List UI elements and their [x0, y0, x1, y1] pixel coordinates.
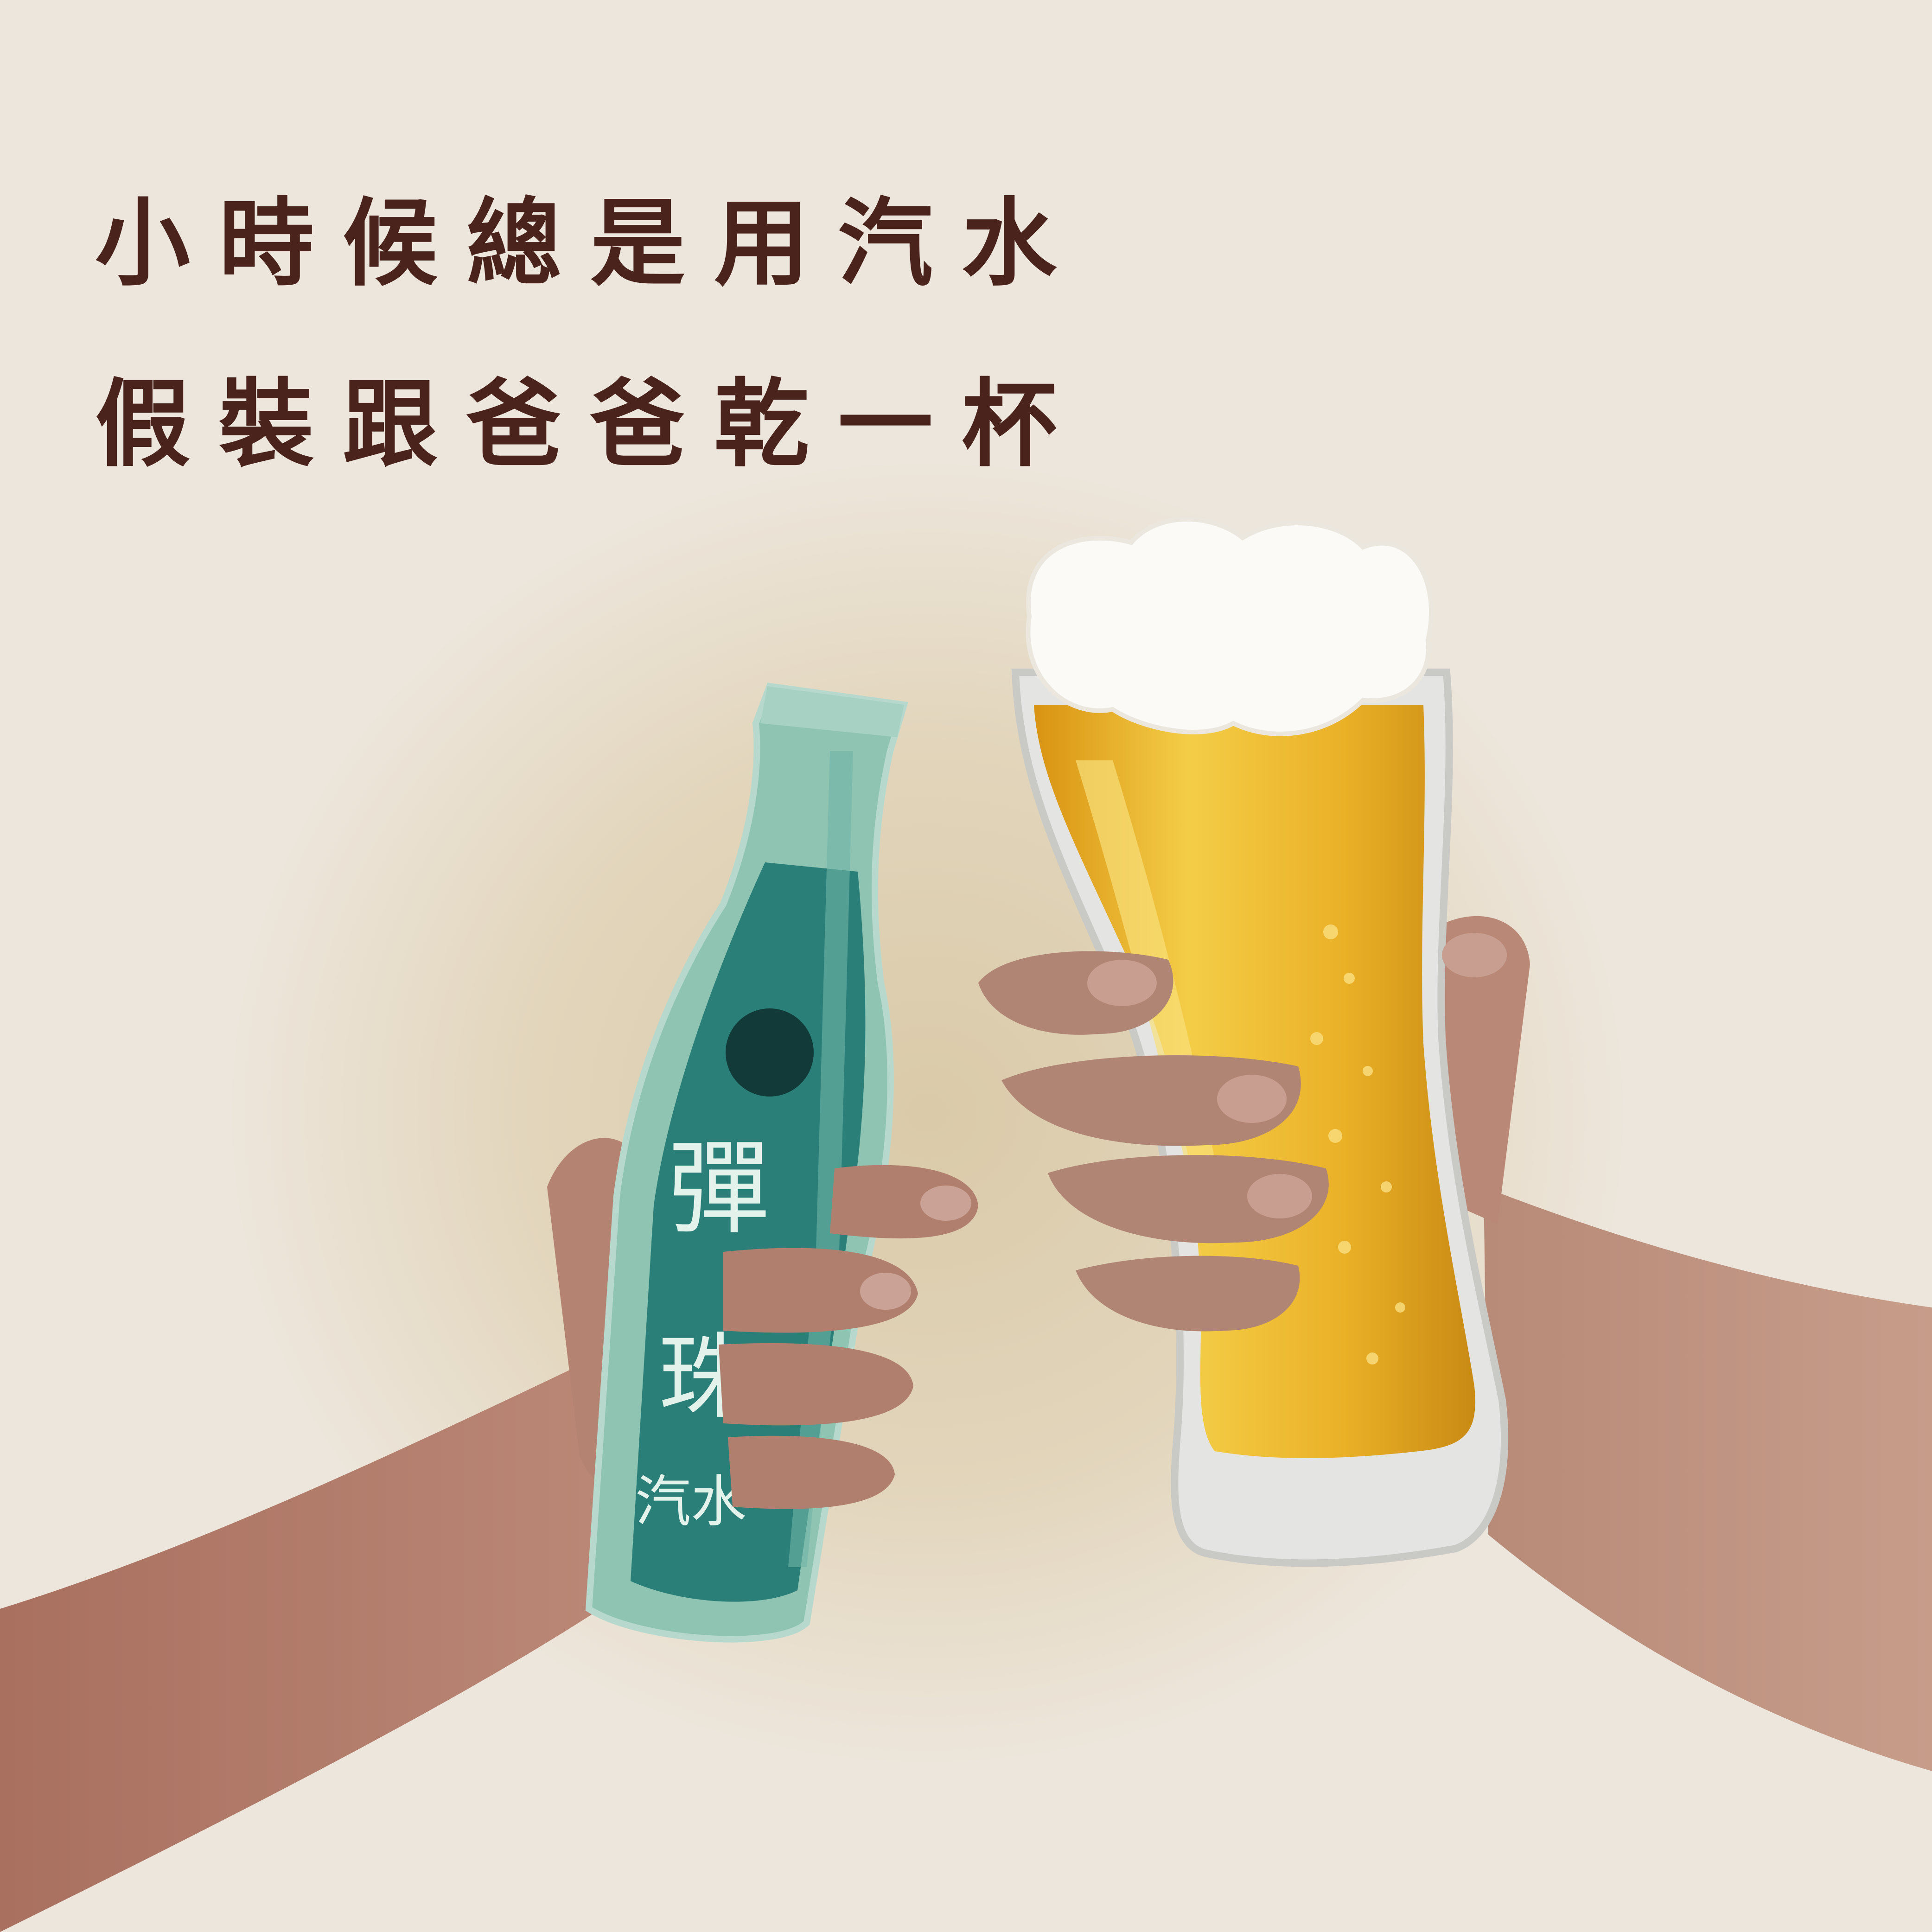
caption-line-2: 假裝跟爸爸乾一杯: [95, 369, 1085, 480]
beer-foam: [1026, 517, 1434, 736]
left-arm: [0, 1363, 635, 1932]
marble-icon: [726, 1008, 814, 1097]
bottle-highlight: [788, 751, 853, 1567]
beer-bubbles: [1284, 925, 1405, 1365]
left-fingernails: [860, 1186, 971, 1310]
caption: 小時候總是用汽水 假裝跟爸爸乾一杯: [95, 153, 1085, 515]
right-fingernails: [1087, 933, 1507, 1218]
beer-glass: [1011, 517, 1509, 1567]
bottle-label-subtitle: 汽水: [635, 1470, 746, 1534]
bottle-cap: [760, 686, 904, 737]
right-arm: [1484, 1187, 1932, 1771]
bottle-label-char-1: 彈: [668, 1129, 770, 1248]
caption-line-1: 小時候總是用汽水: [95, 188, 1085, 299]
right-fingers: [978, 951, 1329, 1332]
